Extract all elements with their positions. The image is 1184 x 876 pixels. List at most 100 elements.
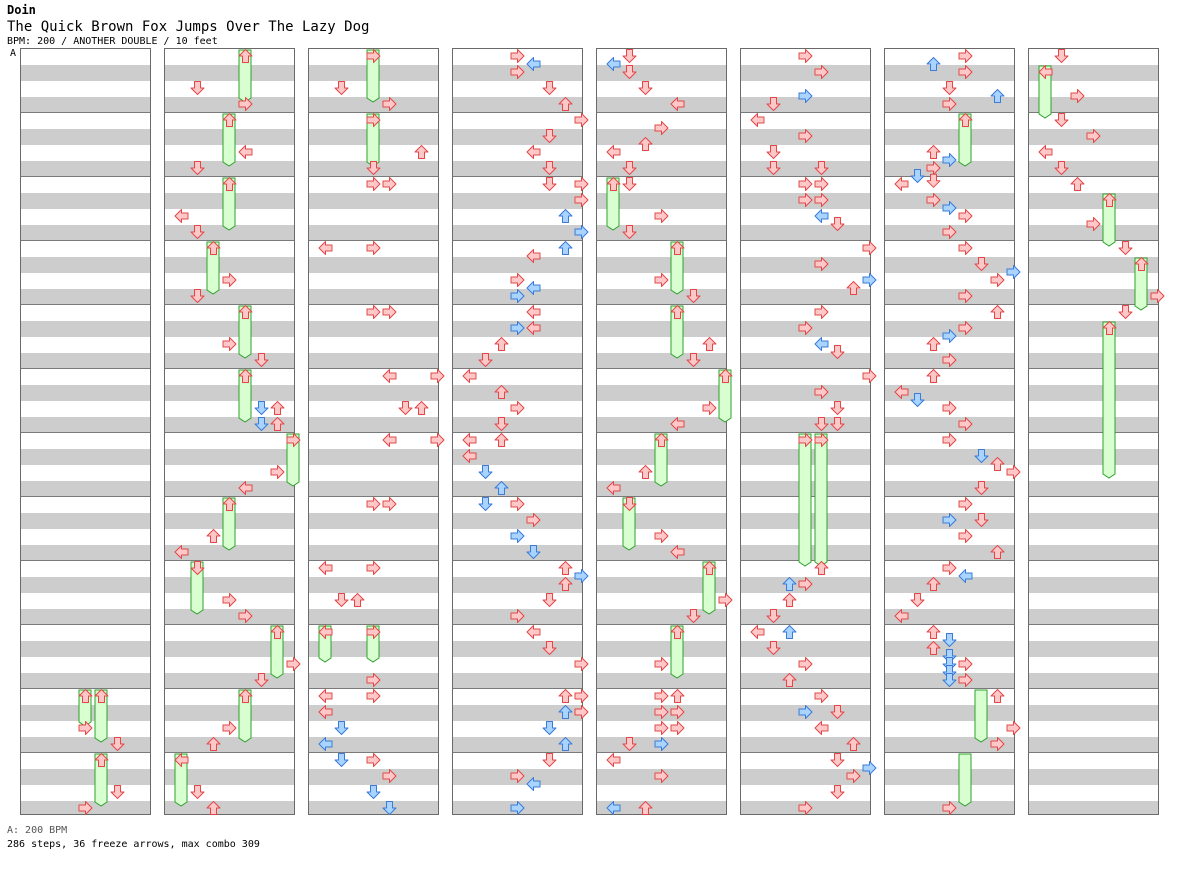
measure-line bbox=[885, 496, 1014, 497]
beat-stripe bbox=[885, 193, 1014, 209]
beat-stripe bbox=[597, 705, 726, 721]
measure-line bbox=[309, 368, 438, 369]
measure-line bbox=[453, 112, 582, 113]
measure-line bbox=[885, 624, 1014, 625]
beat-stripe bbox=[165, 417, 294, 433]
beat-stripe bbox=[1029, 641, 1158, 657]
beat-stripe bbox=[1029, 353, 1158, 369]
chart-column bbox=[1028, 48, 1159, 815]
beat-stripe bbox=[309, 225, 438, 241]
beat-stripe bbox=[309, 481, 438, 497]
measure-line bbox=[21, 560, 150, 561]
beat-stripe bbox=[741, 673, 870, 689]
measure-line bbox=[453, 176, 582, 177]
beat-stripe bbox=[597, 609, 726, 625]
beat-stripe bbox=[741, 97, 870, 113]
beat-stripe bbox=[741, 705, 870, 721]
beat-stripe bbox=[21, 417, 150, 433]
measure-line bbox=[885, 240, 1014, 241]
measure-line bbox=[453, 240, 582, 241]
beat-stripe bbox=[453, 353, 582, 369]
beat-stripe bbox=[1029, 97, 1158, 113]
beat-stripe bbox=[309, 257, 438, 273]
beat-stripe bbox=[597, 737, 726, 753]
beat-stripe bbox=[21, 673, 150, 689]
measure-line bbox=[165, 624, 294, 625]
beat-stripe bbox=[1029, 225, 1158, 241]
beat-stripe bbox=[309, 385, 438, 401]
measure-line bbox=[165, 496, 294, 497]
beat-stripe bbox=[1029, 545, 1158, 561]
beat-stripe bbox=[597, 161, 726, 177]
beat-stripe bbox=[453, 769, 582, 785]
beat-stripe bbox=[165, 225, 294, 241]
beat-stripe bbox=[453, 513, 582, 529]
measure-line bbox=[165, 176, 294, 177]
chart-column bbox=[308, 48, 439, 815]
beat-stripe bbox=[885, 577, 1014, 593]
beat-stripe bbox=[165, 769, 294, 785]
measure-line bbox=[741, 688, 870, 689]
beat-stripe bbox=[1029, 193, 1158, 209]
beat-stripe bbox=[741, 161, 870, 177]
beat-stripe bbox=[309, 577, 438, 593]
beat-stripe bbox=[453, 705, 582, 721]
beat-stripe bbox=[165, 737, 294, 753]
beat-stripe bbox=[741, 545, 870, 561]
beat-stripe bbox=[165, 577, 294, 593]
beat-stripe bbox=[597, 769, 726, 785]
measure-line bbox=[1029, 560, 1158, 561]
beat-stripe bbox=[885, 609, 1014, 625]
beat-stripe bbox=[453, 449, 582, 465]
beat-stripe bbox=[309, 513, 438, 529]
chart-info: BPM: 200 / ANOTHER DOUBLE / 10 feet bbox=[7, 36, 218, 47]
beat-stripe bbox=[597, 641, 726, 657]
measure-line bbox=[453, 304, 582, 305]
beat-stripe bbox=[741, 641, 870, 657]
beat-stripe bbox=[597, 65, 726, 81]
measure-line bbox=[309, 176, 438, 177]
beat-stripe bbox=[165, 673, 294, 689]
beat-stripe bbox=[309, 161, 438, 177]
measure-line bbox=[309, 560, 438, 561]
measure-line bbox=[453, 368, 582, 369]
beat-stripe bbox=[21, 609, 150, 625]
beat-stripe bbox=[453, 225, 582, 241]
beat-stripe bbox=[741, 737, 870, 753]
beat-stripe bbox=[453, 801, 582, 814]
beat-stripe bbox=[309, 737, 438, 753]
measure-line bbox=[741, 304, 870, 305]
measure-line bbox=[165, 368, 294, 369]
measure-line bbox=[885, 688, 1014, 689]
chart-stats: 286 steps, 36 freeze arrows, max combo 3… bbox=[7, 839, 260, 850]
measure-line bbox=[165, 432, 294, 433]
beat-stripe bbox=[1029, 481, 1158, 497]
measure-line bbox=[165, 112, 294, 113]
measure-line bbox=[597, 240, 726, 241]
beat-stripe bbox=[309, 65, 438, 81]
measure-line bbox=[309, 624, 438, 625]
beat-stripe bbox=[885, 161, 1014, 177]
beat-stripe bbox=[741, 609, 870, 625]
beat-stripe bbox=[885, 801, 1014, 814]
measure-line bbox=[453, 752, 582, 753]
beat-stripe bbox=[309, 769, 438, 785]
measure-line bbox=[741, 496, 870, 497]
measure-line bbox=[309, 688, 438, 689]
beat-stripe bbox=[885, 129, 1014, 145]
measure-line bbox=[885, 752, 1014, 753]
beat-stripe bbox=[21, 321, 150, 337]
beat-stripe bbox=[165, 289, 294, 305]
beat-stripe bbox=[1029, 737, 1158, 753]
beat-stripe bbox=[309, 129, 438, 145]
beat-stripe bbox=[309, 673, 438, 689]
measure-line bbox=[741, 432, 870, 433]
beat-stripe bbox=[885, 321, 1014, 337]
beat-stripe bbox=[165, 385, 294, 401]
measure-line bbox=[1029, 240, 1158, 241]
beat-stripe bbox=[597, 417, 726, 433]
beat-stripe bbox=[309, 609, 438, 625]
measure-line bbox=[1029, 688, 1158, 689]
beat-stripe bbox=[21, 577, 150, 593]
measure-line bbox=[21, 688, 150, 689]
